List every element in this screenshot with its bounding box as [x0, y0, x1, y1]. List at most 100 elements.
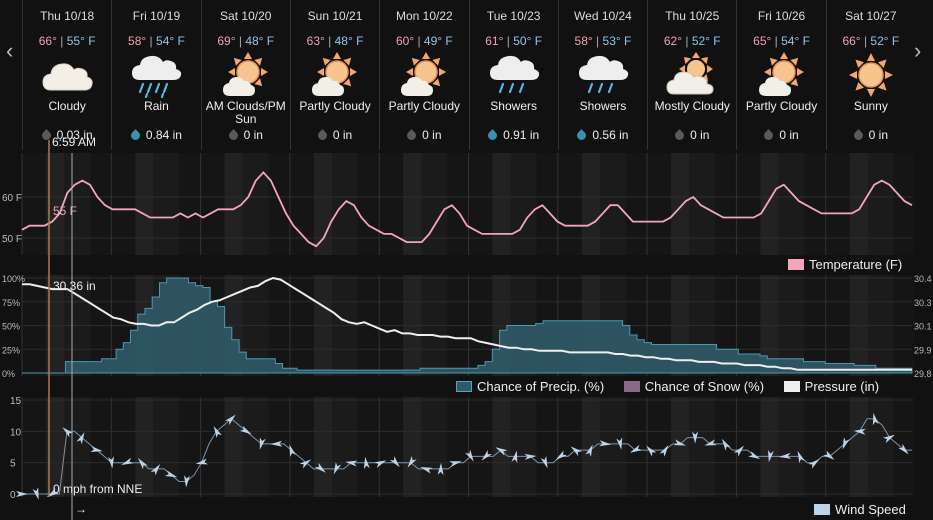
wind-direction-arrow	[659, 445, 669, 457]
day-condition: Showers	[579, 99, 627, 113]
low-temp: 54° F	[156, 34, 185, 48]
day-precip: 0 in	[202, 128, 290, 142]
night-band	[825, 397, 850, 497]
day-band	[671, 153, 690, 255]
wind-direction-arrow	[808, 459, 820, 469]
partly-sunny-icon	[754, 52, 810, 98]
cursor-wind-arrow: →	[75, 502, 87, 516]
night-band	[557, 153, 582, 255]
rain-icon	[128, 52, 184, 99]
precip-swatch	[456, 381, 472, 392]
low-temp: 52° F	[691, 34, 721, 48]
wind-direction-arrow	[90, 446, 103, 453]
low-temp: 48° F	[245, 34, 275, 48]
night-band	[357, 153, 379, 255]
day-condition: Rain	[144, 99, 169, 113]
next-arrow-icon[interactable]: ›	[914, 38, 922, 63]
wind-direction-arrow	[570, 446, 582, 457]
day-temps: 60° | 49° F	[395, 34, 453, 48]
night-band	[22, 397, 46, 497]
day-band	[224, 397, 243, 497]
wind-direction-arrow	[363, 456, 370, 470]
y-tick-label: 50%	[2, 322, 20, 332]
night-band	[379, 153, 404, 255]
showers-icon	[575, 52, 631, 98]
y-tick-label-right: 30.3	[914, 298, 932, 308]
day-precip: 0 in	[380, 128, 468, 142]
day-band	[581, 153, 600, 255]
previous-arrow-icon[interactable]: ‹	[6, 38, 14, 63]
night-band	[557, 397, 582, 497]
wind-direction-arrow	[778, 452, 792, 459]
day-temps: 62° | 52° F	[663, 34, 721, 48]
low-temp: 48° F	[334, 34, 364, 48]
high-temp: 58°	[128, 34, 147, 48]
y-tick-label: 50 F	[2, 234, 22, 245]
partly-sunny-icon	[307, 52, 363, 98]
y-tick-label: 25%	[2, 345, 20, 355]
day-condition: Mostly Cloudy	[654, 99, 730, 113]
night-band	[289, 153, 314, 255]
precip-amount: 0 in	[243, 128, 263, 142]
precip-amount: 0 in	[422, 128, 442, 142]
day-precip: 0 in	[648, 128, 736, 142]
wind-direction-arrow	[389, 456, 400, 468]
wind-direction-arrow	[213, 426, 222, 439]
y-tick-label: 60 F	[2, 193, 22, 204]
night-band	[715, 153, 737, 255]
wind-direction-arrow	[437, 462, 444, 476]
wind-direction-arrow	[138, 457, 148, 470]
low-temp: 50° F	[513, 34, 543, 48]
wind-direction-arrow	[16, 491, 28, 497]
day-band	[135, 153, 154, 255]
y-tick-label-right: 30.4	[914, 274, 932, 284]
low-temp: 53° F	[602, 34, 632, 48]
low-temp: 54° F	[781, 34, 810, 48]
day-band	[671, 397, 690, 497]
day-band	[492, 153, 511, 255]
night-band	[468, 153, 493, 255]
temperature-legend: Temperature (F)	[772, 257, 902, 272]
wind-direction-arrow	[842, 437, 850, 450]
day-date: Thu 10/25	[665, 9, 720, 23]
cloud-icon	[39, 52, 95, 98]
wind-direction-arrow	[289, 444, 296, 457]
night-band	[179, 153, 201, 255]
wind-direction-arrow	[465, 449, 474, 462]
wind-direction-arrow	[259, 437, 266, 450]
precip-amount: 0.84 in	[145, 128, 182, 142]
high-temp: 58°	[574, 34, 593, 48]
wind-direction-arrow	[748, 451, 761, 460]
y-tick-label: 0	[10, 490, 16, 501]
night-band	[22, 153, 46, 255]
cursor-wind-label: 0 mph from NNE	[53, 482, 142, 496]
precip-amount: 0.03 in	[56, 128, 93, 142]
wind-direction-arrow	[673, 439, 686, 446]
low-temp: 52° F	[870, 34, 900, 48]
night-band	[447, 153, 469, 255]
day-band	[581, 397, 600, 497]
high-temp: 61°	[485, 34, 504, 48]
temperature-legend-label: Temperature (F)	[809, 257, 903, 272]
night-band	[200, 397, 225, 497]
day-band	[403, 153, 422, 255]
day-condition: Partly Cloudy	[388, 99, 461, 113]
wind-direction-arrow	[540, 456, 548, 469]
night-band	[536, 153, 558, 255]
wind-direction-arrow	[511, 450, 518, 463]
y-tick-label-right: 30.1	[914, 322, 932, 332]
y-tick-label: 10	[10, 427, 22, 438]
wind-direction-arrow	[853, 428, 866, 435]
day-band	[492, 397, 511, 497]
wind-direction-arrow	[898, 443, 909, 455]
precip-legend: Chance of Precip. (%) Chance of Snow (%)…	[440, 379, 879, 394]
wind-direction-arrow	[239, 425, 252, 435]
high-temp: 65°	[753, 34, 772, 48]
wind-direction-arrow	[420, 467, 433, 474]
wind-direction-arrow	[767, 449, 774, 463]
wind-direction-arrow	[646, 445, 657, 457]
pressure-series-line	[22, 276, 912, 371]
wind-direction-arrow	[629, 444, 643, 453]
snow-swatch	[623, 381, 640, 392]
night-band	[289, 397, 314, 497]
